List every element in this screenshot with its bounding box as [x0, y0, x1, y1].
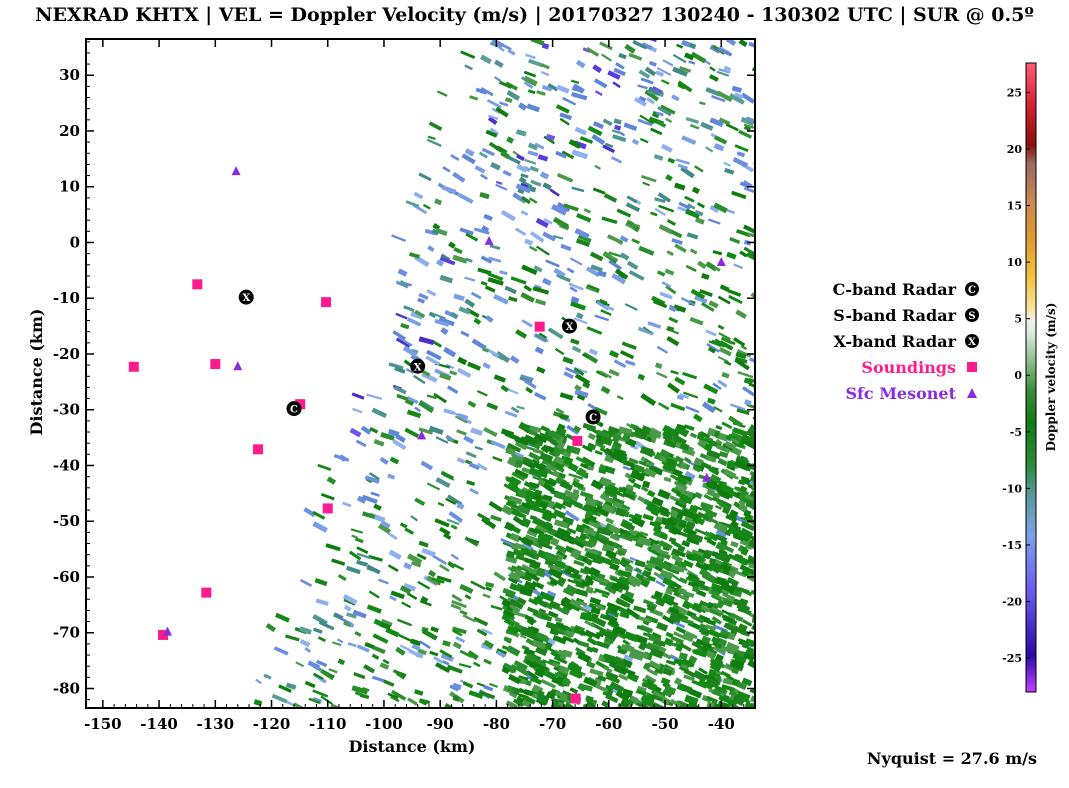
axis-ticks: -150 -140 -130 -120 -110 -100 -90 -80 -70 -60 -50-… [53, 39, 755, 733]
c-band-radar-marker [286, 401, 302, 417]
legend-label: S-band Radar [833, 305, 956, 325]
x-band-radar-marker-letter: X [242, 293, 250, 304]
y-tick-label: -70 [53, 624, 80, 642]
plot-frame [85, 38, 756, 709]
colorbar-tick-label: -10 [1002, 482, 1022, 495]
legend-label: X-band Radar [833, 331, 956, 351]
colorbar-tick-label: 15 [1007, 200, 1022, 213]
x-band-radar-icon: X [964, 333, 980, 349]
colorbar-tick-label: 5 [1014, 313, 1022, 326]
x-tick-label: -50 [651, 715, 678, 733]
colorbar-tick-label: 25 [1007, 86, 1022, 99]
mesonet-marker [417, 430, 427, 440]
sounding-marker [128, 361, 139, 372]
legend-item-c-band: C-band Radar C [800, 276, 980, 302]
mesonet-marker [233, 361, 243, 371]
sounding-square-icon [964, 359, 980, 375]
mesonet-marker [163, 626, 173, 636]
colorbar-tick-label: 10 [1007, 256, 1023, 269]
sounding-marker [322, 503, 333, 514]
x-tick-label: -70 [539, 715, 566, 733]
figure-title: NEXRAD KHTX | VEL = Doppler Velocity (m/… [35, 4, 1034, 26]
legend-item-x-band: X-band Radar X [800, 328, 980, 354]
x-band-radar-marker-letter: X [566, 322, 574, 333]
y-tick-label: -10 [53, 289, 80, 307]
sounding-marker [201, 587, 212, 598]
x-band-radar-marker [410, 358, 426, 374]
sounding-marker [534, 321, 545, 332]
y-tick-label: -80 [53, 679, 80, 697]
nyquist-note: Nyquist = 27.6 m/s [866, 749, 1037, 768]
x-tick-label: -60 [595, 715, 622, 733]
y-tick-label: 0 [70, 233, 80, 251]
c-band-radar-marker-letter: C [589, 413, 597, 424]
colorbar-tick-label: -5 [1010, 426, 1022, 439]
site-legend: C-band Radar C S-band Radar S X-band Rad… [800, 276, 980, 406]
y-tick-label: -20 [53, 345, 80, 363]
svg-text:X: X [968, 337, 976, 348]
x-axis-label: Distance (km) [349, 737, 476, 756]
colorbar-tick-label: 0 [1014, 369, 1022, 382]
c-band-radar-icon: C [964, 281, 980, 297]
sounding-marker [210, 359, 221, 370]
mesonet-marker [716, 257, 726, 266]
sounding-marker [321, 297, 332, 308]
colorbar-ticks: 25 20 15 10 5 0 -5 -10 -15 -20 -25 [1002, 86, 1030, 665]
colorbar-label: Doppler velocity (m/s) [1044, 303, 1058, 452]
svg-text:S: S [968, 311, 975, 322]
colorbar-tick-label: 20 [1007, 143, 1023, 156]
x-band-radar-marker-letter: X [414, 362, 422, 373]
legend-label: C-band Radar [832, 279, 956, 299]
colorbar-tick-label: -25 [1002, 652, 1022, 665]
s-band-radar-icon: S [964, 307, 980, 323]
x-tick-label: -40 [708, 715, 735, 733]
y-tick-label: 20 [59, 122, 80, 140]
sounding-marker [192, 279, 203, 290]
y-axis-label: Distance (km) [27, 309, 46, 436]
mesonet-marker [231, 166, 241, 176]
legend-item-soundings: Soundings [800, 354, 980, 380]
y-tick-label: -30 [53, 401, 80, 419]
y-tick-label: -60 [53, 568, 80, 586]
x-tick-label: -120 [253, 715, 291, 733]
sounding-marker [158, 629, 169, 640]
legend-label: Sfc Mesonet [845, 383, 956, 403]
x-tick-label: -80 [483, 715, 510, 733]
y-tick-label: -50 [53, 512, 80, 530]
sounding-marker [572, 435, 583, 446]
x-band-radar-marker [561, 318, 577, 334]
velocity-echo-field [253, 39, 755, 708]
y-tick-label: -40 [53, 456, 80, 474]
mesonet-triangle-icon [964, 385, 980, 401]
mesonet-marker [702, 472, 712, 482]
y-tick-label: 10 [59, 178, 80, 196]
sounding-marker [253, 444, 264, 455]
x-tick-label: -100 [365, 715, 403, 733]
colorbar-tick-label: -20 [1002, 595, 1022, 608]
x-tick-label: -130 [197, 715, 235, 733]
x-tick-label: -150 [84, 715, 122, 733]
c-band-radar-marker-letter: C [290, 405, 298, 416]
legend-item-mesonet: Sfc Mesonet [800, 380, 980, 406]
x-band-radar-marker [238, 289, 254, 305]
y-tick-label: 30 [59, 66, 80, 84]
colorbar-tick-label: -15 [1002, 539, 1022, 552]
legend-item-s-band: S-band Radar S [800, 302, 980, 328]
x-tick-label: -90 [427, 715, 454, 733]
observation-sites: X X X C C [128, 166, 726, 704]
x-tick-label: -140 [140, 715, 178, 733]
legend-label: Soundings [861, 357, 956, 377]
sounding-marker [570, 693, 581, 704]
colorbar [1025, 62, 1037, 693]
mesonet-marker [484, 235, 494, 245]
svg-text:C: C [968, 285, 976, 296]
sounding-marker [295, 399, 306, 410]
x-tick-label: -110 [309, 715, 347, 733]
c-band-radar-marker [585, 409, 601, 425]
